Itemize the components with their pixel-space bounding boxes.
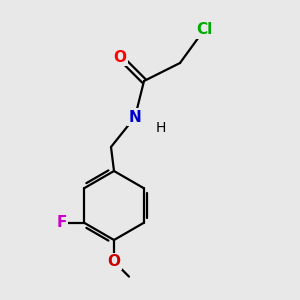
Text: F: F bbox=[56, 215, 67, 230]
Text: N: N bbox=[129, 110, 141, 124]
Text: H: H bbox=[155, 121, 166, 134]
Text: O: O bbox=[107, 254, 121, 269]
Text: O: O bbox=[113, 50, 127, 64]
Text: Cl: Cl bbox=[196, 22, 212, 38]
